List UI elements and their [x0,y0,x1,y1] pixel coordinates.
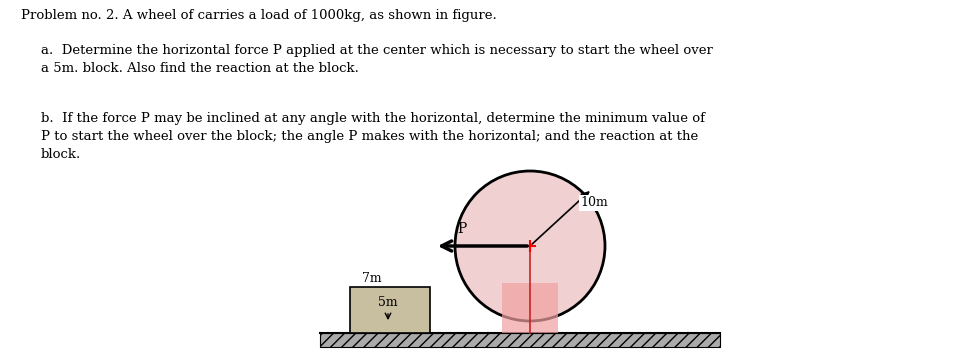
Text: b.  If the force P may be inclined at any angle with the horizontal, determine t: b. If the force P may be inclined at any… [41,112,705,161]
Text: 5m: 5m [378,296,397,309]
Ellipse shape [455,171,605,321]
Text: a.  Determine the horizontal force P applied at the center which is necessary to: a. Determine the horizontal force P appl… [41,44,713,75]
Text: P: P [458,222,467,236]
Bar [350,287,430,333]
Text: 7m: 7m [362,272,382,285]
Text: 10m: 10m [580,197,608,210]
Text: Problem no. 2. A wheel of carries a load of 1000kg, as shown in figure.: Problem no. 2. A wheel of carries a load… [21,9,497,22]
Bar [320,333,720,347]
Bar [502,283,558,333]
